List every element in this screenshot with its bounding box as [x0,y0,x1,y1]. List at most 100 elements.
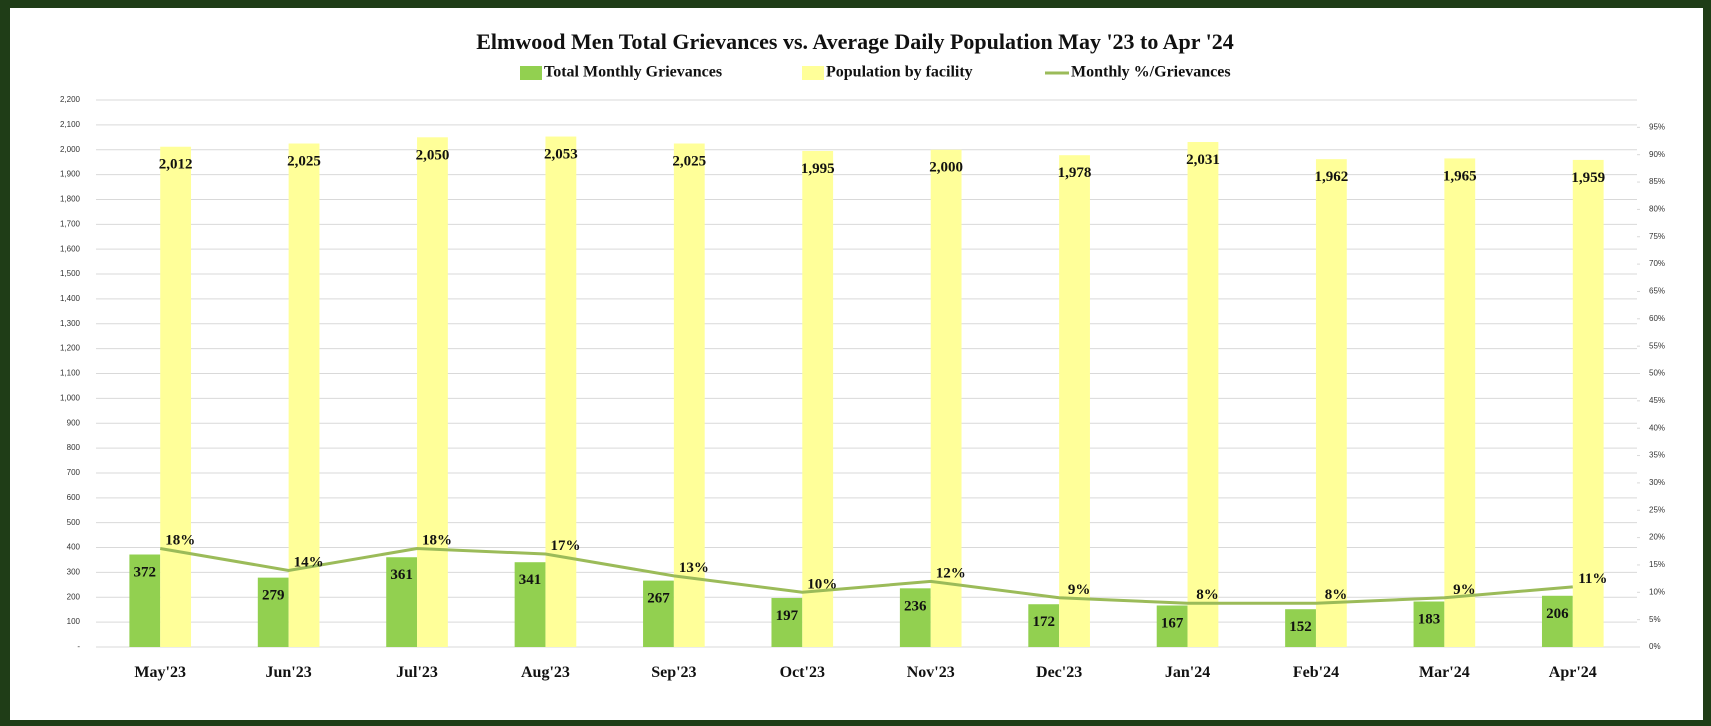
y-tick-label: 400 [67,543,81,552]
y-tick-label: 1,200 [60,344,81,353]
data-label: 206 [1546,606,1569,622]
y2-tick-label: 30% [1649,478,1665,487]
y-tick-label: 2,000 [60,145,81,154]
y2-tick-label: 0% [1649,642,1661,651]
data-label: 167 [1161,615,1184,631]
data-label: 341 [519,572,542,588]
data-label: 2,025 [287,154,321,170]
x-tick-label: Aug'23 [521,664,570,681]
bar [1028,604,1060,647]
y-tick-label: 300 [67,568,81,577]
y-tick-label: 500 [67,518,81,527]
y2-tick-label: 10% [1649,587,1665,596]
y2-tick-label: 40% [1649,423,1665,432]
data-label: 236 [904,598,927,614]
y-tick-label: 1,900 [60,170,81,179]
data-label: 2,000 [929,160,963,176]
data-label: 1,995 [801,161,835,177]
bar [160,146,192,647]
y-tick-label: 2,200 [60,95,81,104]
bar [1059,155,1090,647]
y-tick-label: 900 [67,418,81,427]
data-label: 9% [1453,582,1476,598]
data-label: 197 [776,608,799,624]
x-tick-label: May'23 [134,664,186,681]
data-label: 361 [390,567,413,583]
x-tick-label: Jun'23 [266,664,312,681]
y2-tick-label: 25% [1649,505,1665,514]
data-label: 9% [1068,582,1091,598]
y-tick-label: 100 [67,617,81,626]
legend-label: Monthly %/Grievances [1071,64,1231,81]
bar [514,562,546,647]
legend-label: Total Monthly Grievances [544,64,722,81]
y-tick-label: 1,500 [60,269,81,278]
bar [1413,601,1445,647]
y2-tick-label: 5% [1649,615,1661,624]
y2-tick-label: 55% [1649,341,1665,350]
data-label: 10% [807,576,837,592]
data-label: 18% [422,533,452,549]
data-label: 1,959 [1571,170,1605,186]
bar [771,598,803,647]
data-label: 1,962 [1314,169,1348,185]
line [159,547,1573,605]
data-label: 13% [679,560,709,576]
x-tick-label: Mar'24 [1419,664,1470,681]
y2-tick-label: 95% [1649,122,1665,131]
bar [386,557,418,647]
y-tick-label: 1,800 [60,195,81,204]
x-tick-label: Nov'23 [907,664,955,681]
data-label: 172 [1032,614,1055,630]
y2-tick-label: 45% [1649,396,1665,405]
data-label: 267 [647,591,670,607]
y-tick-label: 600 [67,493,81,502]
data-label: 1,965 [1443,168,1477,184]
data-label: 372 [134,565,157,581]
bar [545,136,577,647]
data-label: 11% [1578,571,1607,587]
y-tick-label: 800 [67,443,81,452]
bar [1285,609,1316,647]
data-label: 279 [262,588,285,604]
y2-tick-label: 35% [1649,451,1665,460]
y-tick-label: 1,700 [60,219,81,228]
y2-tick-label: 50% [1649,369,1665,378]
y2-tick-label: 15% [1649,560,1665,569]
data-label: 183 [1418,611,1441,627]
y-tick-label: 1,000 [60,393,81,402]
bar [1541,595,1573,647]
y2-tick-label: 70% [1649,259,1665,268]
data-label: 152 [1289,619,1312,635]
data-label: 2,031 [1186,152,1220,168]
y-tick-label: 1,100 [60,369,81,378]
y-tick-label: - [77,642,80,651]
y2-tick-label: 85% [1649,177,1665,186]
y-tick-label: 200 [67,592,81,601]
x-tick-label: Jan'24 [1165,664,1210,681]
bar [1156,605,1188,647]
bar [1187,142,1219,648]
data-label: 2,053 [544,147,578,163]
bar [417,137,448,647]
y-tick-label: 1,400 [60,294,81,303]
bar [930,149,962,647]
bar [1444,158,1476,647]
y2-tick-label: 90% [1649,150,1665,159]
data-label: 18% [165,533,195,549]
bar [129,554,161,647]
x-tick-label: Feb'24 [1293,664,1339,681]
data-label: 2,025 [672,154,706,170]
bar [1315,159,1347,647]
data-label: 17% [550,538,580,554]
y-tick-label: 700 [67,468,81,477]
x-tick-label: Apr'24 [1549,664,1597,681]
data-label: 2,050 [416,147,450,163]
data-label: 14% [294,554,324,570]
bar [673,143,705,648]
legend-swatch [520,66,542,80]
data-label: 1,978 [1058,165,1092,181]
y2-tick-label: 80% [1649,205,1665,214]
bar [257,577,289,647]
